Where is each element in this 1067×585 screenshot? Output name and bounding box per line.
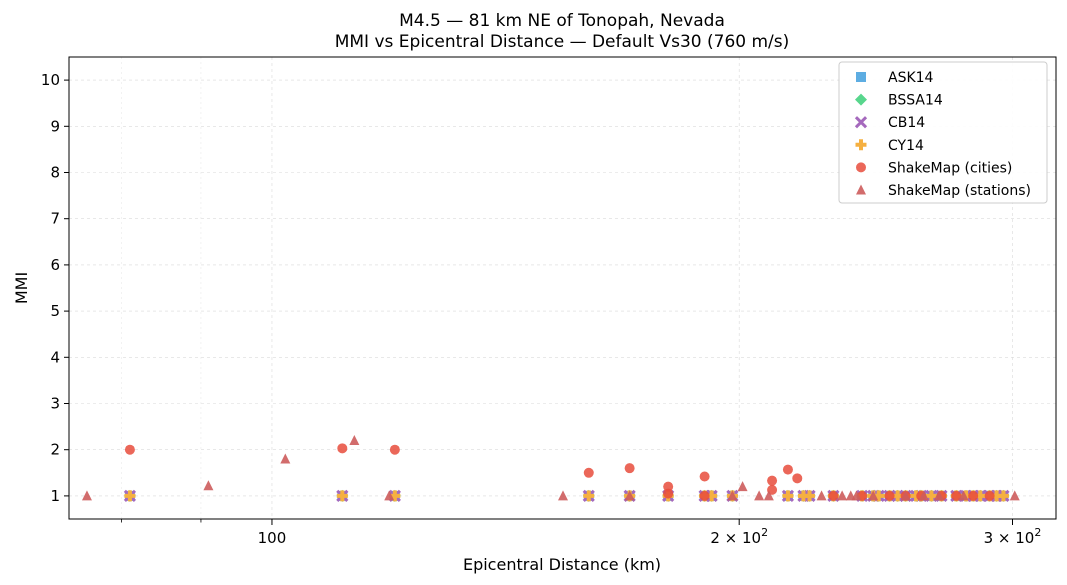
data-point xyxy=(782,464,793,475)
legend-marker-icon xyxy=(856,162,866,173)
legend-marker-icon xyxy=(856,72,866,82)
data-point xyxy=(968,490,979,501)
data-point xyxy=(884,490,895,501)
data-point xyxy=(754,490,765,501)
data-point xyxy=(124,490,136,502)
series-group xyxy=(81,434,1020,501)
data-point xyxy=(336,490,348,502)
data-point xyxy=(837,490,848,501)
legend-label: ShakeMap (stations) xyxy=(888,183,1031,199)
legend-label: ASK14 xyxy=(888,70,934,86)
axis-layer: 1 2 3 4 5 6 7 8 9 10 100 2 × 102 3 × 102 xyxy=(41,71,1041,547)
y-tick-label: 9 xyxy=(50,117,60,135)
data-point xyxy=(583,490,595,502)
legend-marker-icon xyxy=(856,184,866,195)
data-point xyxy=(851,490,862,501)
legend-label: BSSA14 xyxy=(888,93,943,109)
data-point xyxy=(699,490,710,501)
data-point xyxy=(804,490,816,502)
data-point xyxy=(624,490,635,501)
data-point xyxy=(624,463,635,474)
data-point xyxy=(763,490,774,501)
x-tick-label: 3 × 102 xyxy=(984,526,1042,547)
chart-subtitle: MMI vs Epicentral Distance — Default Vs3… xyxy=(335,32,790,52)
legend-box xyxy=(838,61,1048,204)
data-point xyxy=(727,490,738,501)
data-point xyxy=(280,453,291,464)
data-point xyxy=(900,490,911,501)
data-point xyxy=(958,490,969,501)
data-point xyxy=(663,481,674,492)
legend-marker-icon xyxy=(854,116,868,129)
x-axis-label: Epicentral Distance (km) xyxy=(463,555,661,574)
data-point xyxy=(124,444,135,455)
data-point xyxy=(1009,490,1020,501)
y-tick-label: 5 xyxy=(50,302,60,320)
data-point xyxy=(384,490,395,501)
data-point xyxy=(558,490,569,501)
data-point xyxy=(868,490,879,501)
data-point xyxy=(737,481,748,492)
data-point xyxy=(918,490,929,501)
data-point xyxy=(767,475,778,486)
data-point xyxy=(828,490,839,501)
y-axis-label: MMI xyxy=(12,272,31,304)
plot-frame xyxy=(68,56,1057,520)
legend-label: CB14 xyxy=(888,115,925,131)
data-point xyxy=(81,490,92,501)
data-point xyxy=(337,443,348,454)
data-point xyxy=(349,434,360,445)
data-point xyxy=(699,471,710,482)
data-point xyxy=(663,488,674,499)
data-point xyxy=(203,480,214,491)
y-tick-label: 2 xyxy=(50,441,60,459)
y-tick-label: 8 xyxy=(50,164,60,182)
legend-marker-icon xyxy=(855,139,867,151)
data-point xyxy=(583,467,594,478)
data-point xyxy=(792,473,803,484)
data-point xyxy=(997,490,1009,502)
legend: ASK14 BSSA14 CB14 CY14 ShakeMap (cities) Shak… xyxy=(838,61,1048,204)
y-tick-label: 3 xyxy=(50,395,60,413)
data-point xyxy=(782,490,794,502)
y-tick-label: 10 xyxy=(41,71,60,89)
data-point xyxy=(951,490,962,501)
y-tick-label: 6 xyxy=(50,256,60,274)
y-tick-label: 4 xyxy=(50,348,60,366)
data-layer xyxy=(81,434,1020,503)
x-tick-label: 2 × 102 xyxy=(710,526,768,547)
chart-title: M4.5 — 81 km NE of Tonopah, Nevada xyxy=(399,11,725,31)
data-point xyxy=(933,490,944,501)
legend-marker-icon xyxy=(855,93,867,106)
y-tick-label: 7 xyxy=(50,210,60,228)
legend-label: CY14 xyxy=(888,138,924,154)
x-tick-label: 100 xyxy=(258,529,287,547)
legend-label: ShakeMap (cities) xyxy=(888,160,1012,176)
data-point xyxy=(925,490,937,502)
data-point xyxy=(984,490,995,501)
data-point xyxy=(816,490,827,501)
data-point xyxy=(389,444,400,455)
y-tick-label: 1 xyxy=(50,487,60,505)
